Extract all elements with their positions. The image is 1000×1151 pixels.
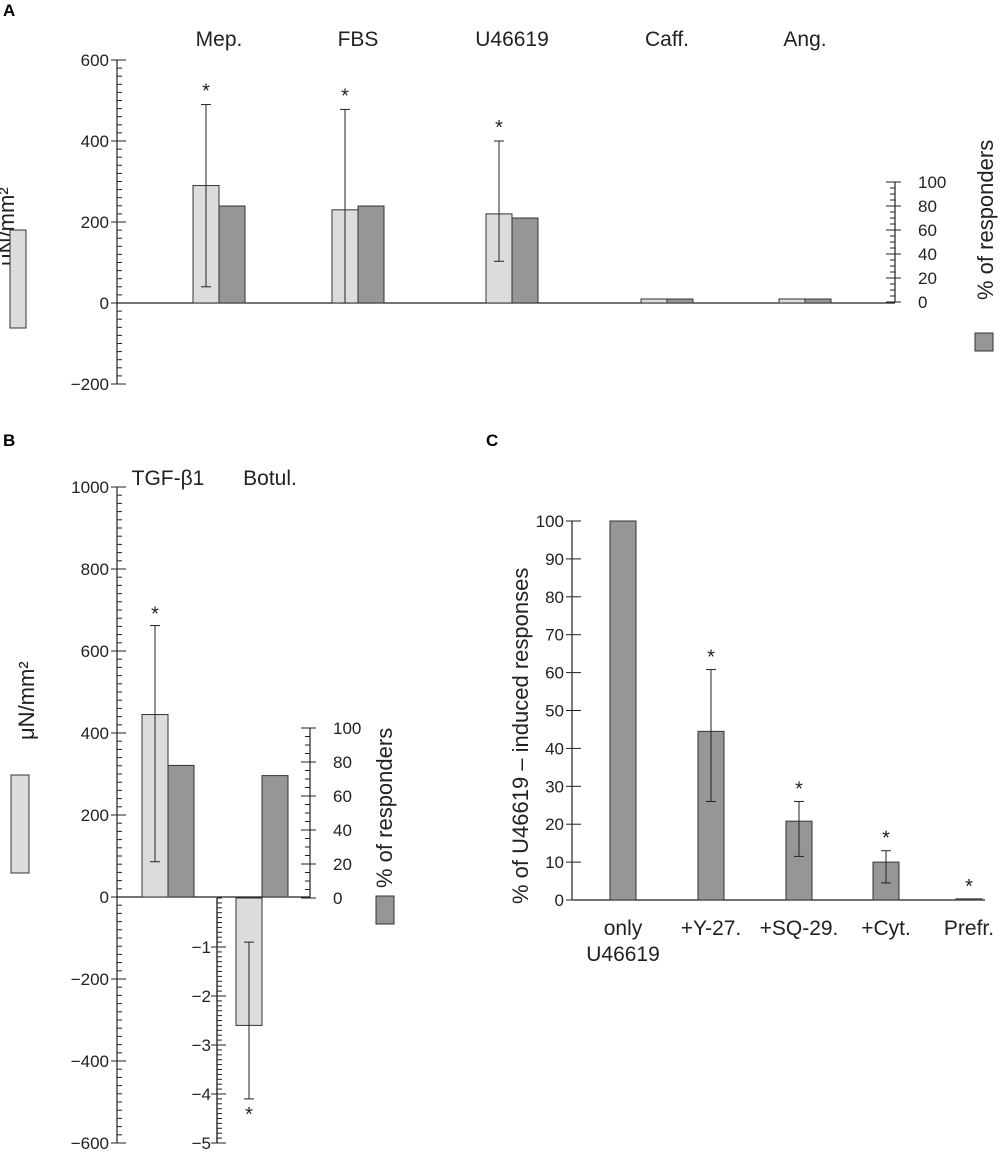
panel-a-right-tick-label: 60: [918, 221, 937, 240]
panel-c-tick-label: 10: [545, 853, 564, 872]
panel-c-category-label: Prefr.: [944, 917, 994, 940]
panel-b-category-label: TGF-β1: [132, 467, 205, 490]
panel-a-bar-responders: [218, 205, 246, 304]
panel-c-significance-star: *: [882, 828, 890, 850]
panel-a-left-tick-label: −200: [71, 375, 109, 394]
panel-a-significance-star: *: [202, 81, 210, 103]
panel-a-right-tick-label: 40: [918, 245, 937, 264]
panel-b-right-axis-title: % of responders: [372, 728, 397, 888]
panel-b-left-legend-swatch: [10, 774, 30, 874]
panel-a-bar-responders: [666, 298, 694, 304]
panel-b-inner-tick-label: −1: [192, 938, 211, 957]
panel-c-tick-label: 40: [545, 739, 564, 758]
panel-c-category-label: U46619: [586, 943, 660, 966]
panel-a-bar-mechanical: [778, 298, 806, 304]
panel-b-significance-star: *: [245, 1104, 253, 1126]
panel-b-inner-tick-label: −3: [192, 1036, 211, 1055]
panel-a-left-legend-swatch: [9, 229, 27, 329]
panel-c-bar: [955, 898, 983, 901]
panel-b-inner-tick-label: −4: [192, 1085, 211, 1104]
panel-c-significance-star: *: [795, 778, 803, 800]
panel-c-tick-label: 30: [545, 777, 564, 796]
panel-b-label: B: [3, 431, 15, 450]
panel-a-category-label: Mep.: [196, 28, 243, 51]
panel-b-left-tick-label: −400: [71, 1052, 109, 1071]
panel-c-category-label: +SQ-29.: [760, 917, 839, 940]
panel-c-category-label: +Cyt.: [861, 917, 911, 940]
panel-b-significance-star: *: [151, 604, 159, 626]
panel-b-inner-tick-label: −2: [192, 987, 211, 1006]
panel-a-bars: Mep. * FBS * U46619 * Caff. Ang.: [117, 28, 895, 304]
panel-b-right-tick-label: 60: [333, 787, 352, 806]
panel-a-category-label: U46619: [475, 28, 549, 51]
panel-c-tick-label: 0: [555, 891, 564, 910]
panel-b-inner-tick-label: −5: [192, 1134, 211, 1151]
panel-b-right-tick-label: 0: [333, 889, 342, 908]
panel-b-left-tick-label: 400: [81, 724, 109, 743]
panel-a-left-tick-label: 200: [81, 213, 109, 232]
panel-a-left-tick-label: 400: [81, 132, 109, 151]
panel-c-tick-label: 80: [545, 588, 564, 607]
panel-c-tick-label: 20: [545, 815, 564, 834]
panel-b-left-tick-label: −600: [71, 1134, 109, 1151]
panel-c-tick-label: 70: [545, 626, 564, 645]
panel-a-right-legend-swatch: [974, 332, 994, 352]
panel-c-y-axis-title: % of U46619 – induced responses: [508, 568, 533, 904]
panel-a-category-label: FBS: [338, 28, 379, 51]
panel-b-left-tick-label: 200: [81, 806, 109, 825]
panel-a-right-tick-label: 0: [918, 293, 927, 312]
panel-a: A μN/mm² % of responders −2000200400600 …: [0, 1, 998, 394]
panel-b: B μN/mm² % of responders −600 −400 −200 0 20…: [3, 431, 397, 1151]
panel-a-category-label: Ang.: [783, 28, 826, 51]
panel-c-significance-star: *: [965, 876, 973, 898]
panel-c-bars: only U46619 * +Y-27. * +SQ-29. * +Cyt. * Prefr.: [572, 520, 994, 966]
panel-b-inner-axis: −5 −4 −3 −2 −1: [192, 897, 226, 1151]
panel-a-left-axis: −200 0 200 400 600: [71, 51, 126, 394]
panel-c-significance-star: *: [707, 647, 715, 669]
panel-a-right-tick-label: 80: [918, 197, 937, 216]
panel-b-right-legend-swatch: [375, 895, 395, 925]
panel-b-left-axis-title: μN/mm²: [14, 661, 39, 740]
panel-b-right-tick-label: 80: [333, 753, 352, 772]
panel-b-left-tick-label: 800: [81, 560, 109, 579]
panel-b-left-tick-label: 1000: [71, 478, 109, 497]
panel-c-tick-label: 60: [545, 664, 564, 683]
panel-a-left-tick-label: 0: [100, 294, 109, 313]
panel-a-right-tick-label: 100: [918, 173, 946, 192]
panel-b-category-label: Botul.: [243, 467, 297, 490]
panel-c-bar: [609, 520, 637, 901]
panel-b-left-tick-label: 600: [81, 642, 109, 661]
panel-a-bar-responders: [511, 217, 539, 304]
panel-a-right-axis-title: % of responders: [973, 140, 998, 300]
panel-b-bar-responders: [167, 764, 195, 898]
panel-b-left-tick-label: −200: [71, 970, 109, 989]
panel-c-tick-label: 100: [536, 512, 564, 531]
panel-b-bar-responders: [261, 775, 289, 898]
panel-c-label: C: [486, 431, 498, 450]
panel-b-right-tick-label: 40: [333, 821, 352, 840]
panel-a-bar-responders: [804, 298, 832, 304]
panel-a-bar-responders: [357, 205, 385, 304]
panel-c-tick-label: 50: [545, 702, 564, 721]
panel-c-tick-label: 90: [545, 550, 564, 569]
panel-b-left-axis: −600 −400 −200 0 200 400 600 800 1000: [71, 478, 126, 1151]
panel-a-bar-mechanical: [640, 298, 668, 304]
panel-c-category-label: only: [604, 917, 643, 940]
panel-a-right-tick-label: 20: [918, 269, 937, 288]
panel-c-category-label: +Y-27.: [681, 917, 742, 940]
panel-c: C % of U46619 – induced responses 0 10 20 3…: [486, 431, 994, 966]
panel-a-significance-star: *: [495, 117, 503, 139]
panel-b-right-axis: 0 20 40 60 80 100: [301, 719, 361, 908]
panel-a-label: A: [3, 1, 15, 20]
panel-c-y-axis: 0 10 20 30 40 50 60 70 80 90 100: [536, 512, 581, 910]
panel-b-right-tick-label: 100: [333, 719, 361, 738]
panel-a-right-axis: 0 20 40 60 80 100: [886, 173, 946, 312]
panel-a-significance-star: *: [341, 85, 349, 107]
panel-a-category-label: Caff.: [645, 28, 689, 51]
panel-b-bars: TGF-β1 Botul. * *: [117, 467, 310, 1143]
panel-a-left-tick-label: 600: [81, 51, 109, 70]
panel-b-left-tick-label: 0: [100, 888, 109, 907]
panel-b-right-tick-label: 20: [333, 855, 352, 874]
